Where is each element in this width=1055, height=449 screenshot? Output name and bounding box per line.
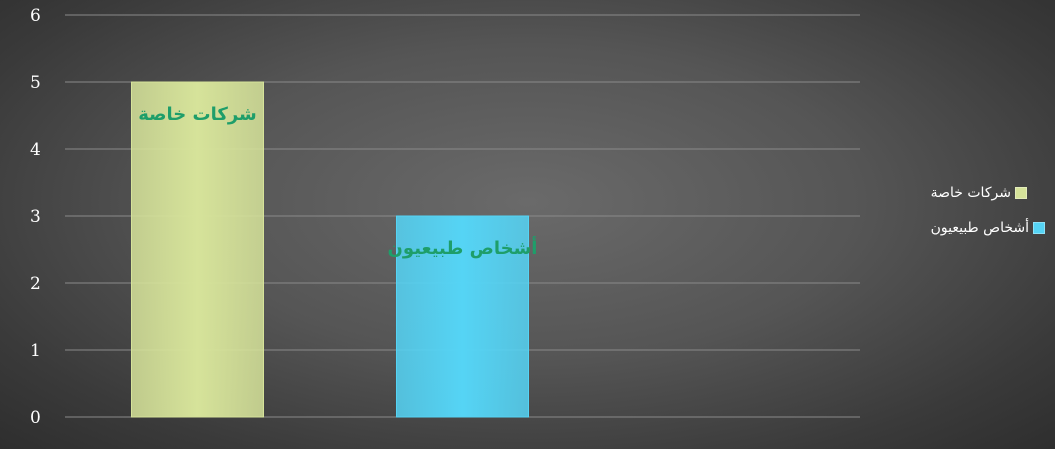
legend-label-natural-persons: أشخاص طبيعيون: [930, 220, 1029, 236]
legend-swatch-natural-persons: [1033, 222, 1045, 234]
data-label-0: شركات خاصة: [138, 104, 257, 125]
data-label-1: أشخاص طبيعيون: [388, 236, 538, 259]
y-tick-label-3: 3: [30, 207, 41, 227]
y-tick-label-4: 4: [30, 140, 41, 160]
legend-label-private-companies: شركات خاصة: [930, 185, 1011, 201]
bar-0: [131, 81, 264, 418]
y-tick-label-6: 6: [30, 6, 41, 26]
legend-item-private-companies: شركات خاصة: [931, 182, 1045, 204]
chart-legend: شركات خاصة أشخاص طبيعيون: [931, 182, 1045, 252]
bar-1: [396, 215, 529, 418]
y-tick-label-2: 2: [30, 274, 41, 294]
y-tick-label-5: 5: [30, 73, 41, 93]
legend-swatch-private-companies: [1014, 187, 1027, 199]
y-tick-label-1: 1: [30, 341, 41, 361]
legend-item-natural-persons: أشخاص طبيعيون: [931, 217, 1045, 239]
y-tick-label-0: 0: [30, 408, 41, 428]
